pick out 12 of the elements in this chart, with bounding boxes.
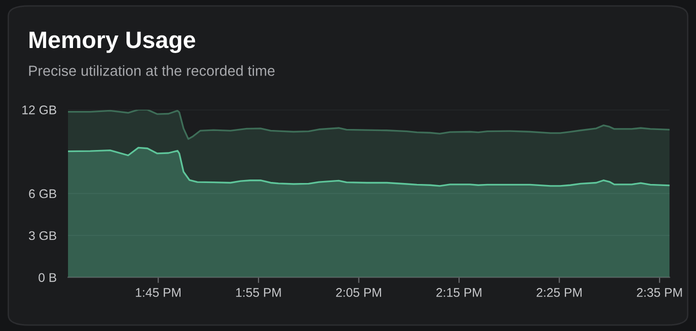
y-tick-label: 6 GB bbox=[29, 189, 56, 198]
x-tick-label: 2:35 PM bbox=[636, 288, 682, 297]
y-tick-label: 12 GB bbox=[22, 106, 56, 114]
y-tick-label: 3 GB bbox=[28, 231, 56, 240]
chart-title: Memory Usage bbox=[30, 32, 196, 54]
x-tick-label: 1:45 PM bbox=[136, 288, 180, 297]
x-tick-label: 2:15 PM bbox=[436, 288, 482, 297]
chart-subtitle: Precise utilization at the recorded time bbox=[29, 65, 275, 76]
x-tick-label: 1:55 PM bbox=[236, 288, 281, 297]
y-tick-label: 0 B bbox=[38, 273, 56, 282]
x-tick-label: 2:25 PM bbox=[536, 288, 582, 297]
x-tick-label: 2:05 PM bbox=[336, 288, 382, 297]
